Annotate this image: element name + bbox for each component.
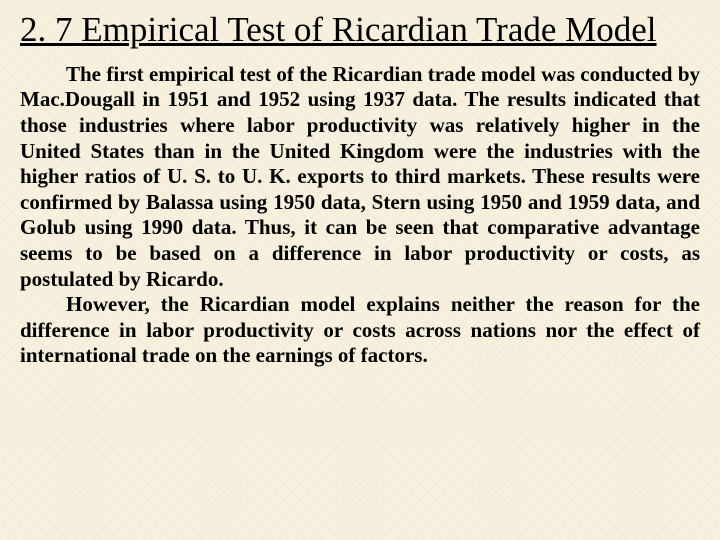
slide-title: 2. 7 Empirical Test of Ricardian Trade M…: [20, 8, 700, 52]
slide-body: The first empirical test of the Ricardia…: [20, 62, 700, 369]
paragraph-2: However, the Ricardian model explains ne…: [20, 292, 700, 369]
paragraph-1: The first empirical test of the Ricardia…: [20, 62, 700, 292]
